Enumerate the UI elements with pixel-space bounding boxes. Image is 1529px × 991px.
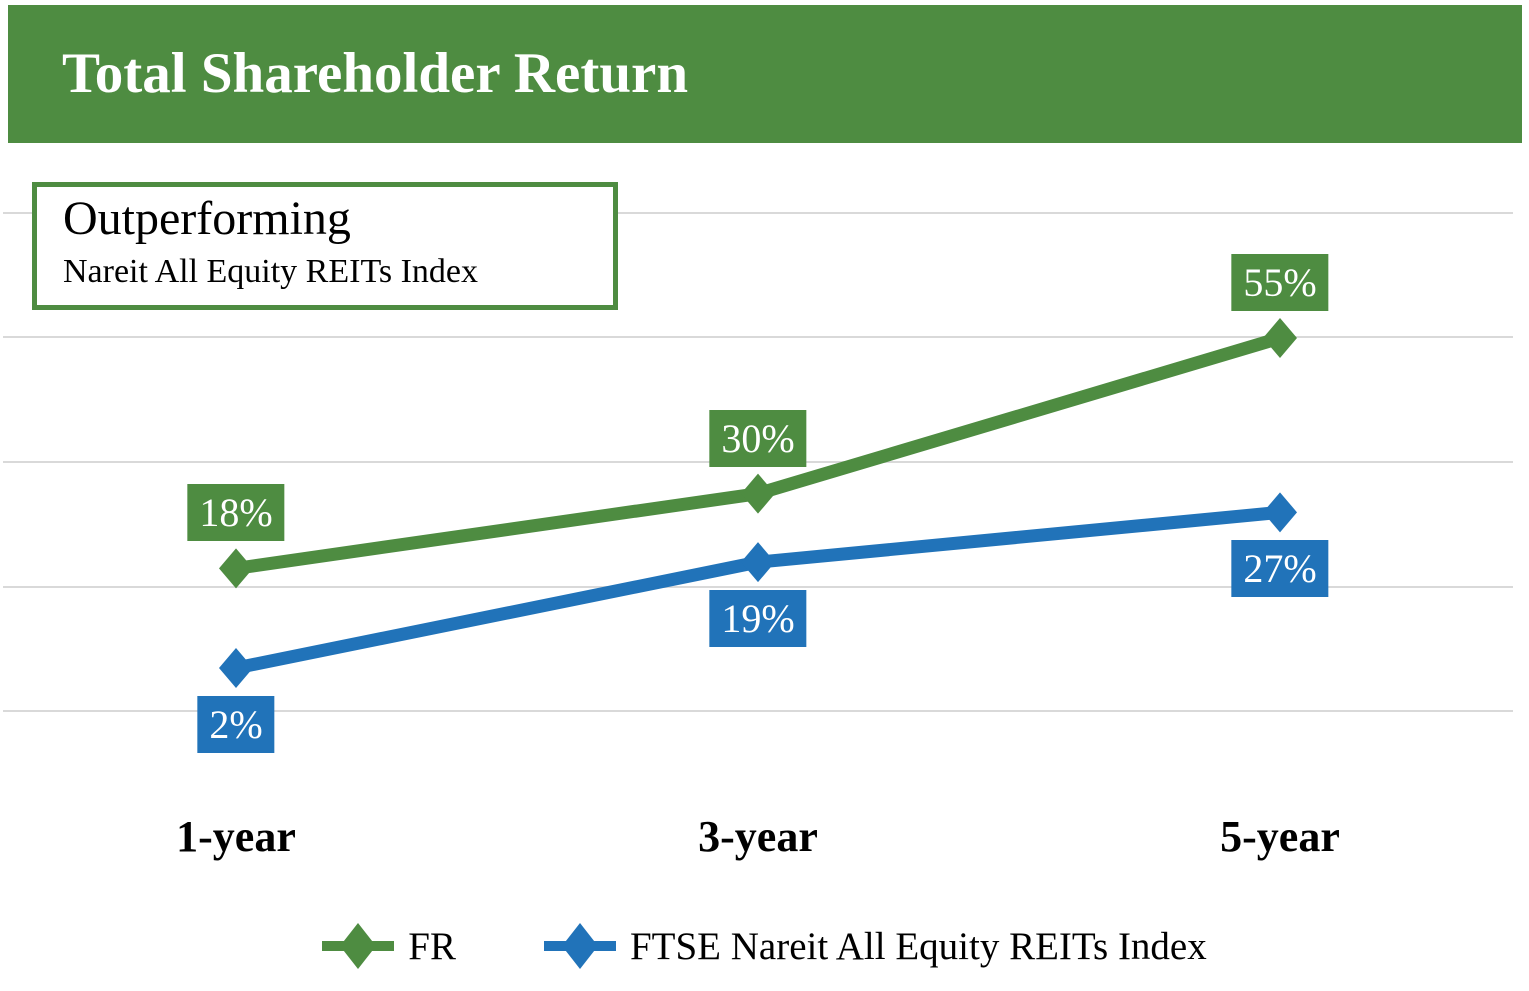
header-banner: Total Shareholder Return — [8, 5, 1522, 143]
diamond-marker-icon — [741, 473, 775, 514]
legend-item-fr: FR — [322, 920, 456, 972]
chart-legend: FR FTSE Nareit All Equity REITs Index — [0, 920, 1529, 972]
series-line — [234, 505, 1281, 675]
diamond-marker-icon — [1263, 317, 1297, 358]
diamond-marker-icon — [1263, 492, 1297, 533]
legend-label: FR — [408, 924, 456, 968]
legend-label: FTSE Nareit All Equity REITs Index — [629, 924, 1207, 968]
outperforming-callout-box: Outperforming Nareit All Equity REITs In… — [32, 182, 618, 310]
callout-headline: Outperforming — [63, 192, 351, 245]
legend-item-ftse: FTSE Nareit All Equity REITs Index — [543, 920, 1207, 972]
diamond-marker-icon — [219, 548, 253, 589]
series-line — [235, 331, 1282, 575]
callout-subline: Nareit All Equity REITs Index — [63, 253, 478, 290]
page-title: Total Shareholder Return — [62, 42, 689, 105]
diamond-marker-icon — [219, 647, 253, 688]
diamond-marker-icon — [543, 920, 616, 972]
diamond-marker-icon — [322, 920, 395, 972]
diamond-marker-icon — [741, 542, 775, 583]
